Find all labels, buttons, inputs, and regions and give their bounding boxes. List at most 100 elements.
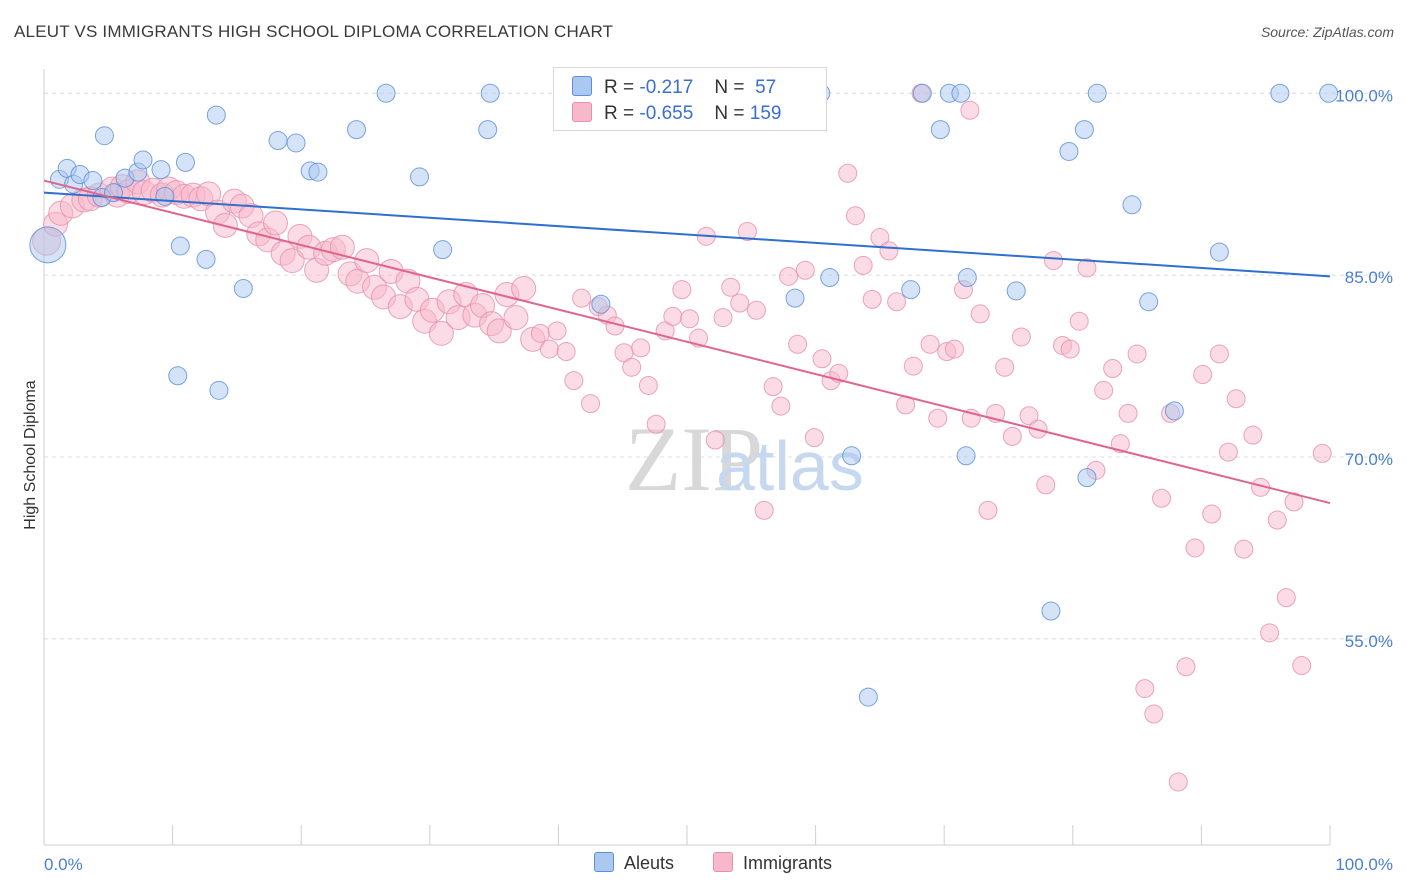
aleuts-point [209,380,229,400]
immigrants-point [754,500,774,520]
immigrants-point [771,396,791,416]
trend-lines [43,179,1331,505]
y-tick-label: 85.0% [1345,268,1393,287]
legend-row-immigrants: R = -0.655 N = 159 [572,102,781,126]
immigrants-point [779,266,799,286]
immigrants-swatch [713,852,733,872]
aleuts-point [196,249,216,269]
immigrants-point [564,371,584,391]
correlation-legend: R = -0.217 N = 57 R = -0.655 N = 159 [553,67,827,131]
immigrants-point [638,375,658,395]
immigrants-point [262,210,288,236]
aleuts-point [206,105,226,125]
aleuts-point [286,133,306,153]
immigrants-point [713,308,733,328]
immigrants-point [672,280,692,300]
immigrants-point [1152,488,1172,508]
immigrants-point [1144,704,1164,724]
immigrants-point [486,318,512,344]
y-tick-label: 100.0% [1335,86,1393,105]
immigrants-point [1202,504,1222,524]
legend-n-label: N = [714,103,745,124]
x-tick-label: 100.0% [1335,855,1393,874]
immigrants-point [746,300,766,320]
watermark-atlas: atlas [716,427,864,505]
immigrants-point [503,305,529,331]
tick-labels: 100.0% 85.0% 70.0% 55.0% 0.0% 100.0% [44,86,1393,874]
aleuts-point [1077,468,1097,488]
immigrants-point [970,304,990,324]
aleuts-point [957,268,977,288]
y-tick-label: 70.0% [1345,450,1393,469]
bottom-legend-immigrants-label: Immigrants [743,853,833,873]
immigrants-r-value: -0.655 [639,103,694,124]
immigrants-point [581,394,601,414]
aleuts-point [433,240,453,260]
immigrants-point [663,306,683,326]
immigrants-point [1002,426,1022,446]
immigrants-swatch [572,102,592,122]
immigrants-point [737,221,757,241]
aleuts-point [1059,141,1079,161]
immigrants-point [788,334,808,354]
immigrants-point [530,323,550,343]
aleuts-point [170,236,190,256]
aleuts-point [1006,281,1026,301]
immigrants-point [978,500,998,520]
immigrants-point [1036,475,1056,495]
immigrants-point [845,206,865,226]
immigrants-point [1077,258,1097,278]
aleuts-point [1041,601,1061,621]
immigrants-point [1019,406,1039,426]
legend-r-label: R = [604,103,635,124]
aleuts-point [1164,401,1184,421]
aleuts-point [151,160,171,180]
aleuts-points [29,83,1339,707]
aleuts-point [1122,195,1142,215]
immigrants-point [812,349,832,369]
immigrants-point [1110,434,1130,454]
aleuts-point [901,280,921,300]
immigrants-point [1176,657,1196,677]
immigrants-trend-line [43,179,1331,505]
aleuts-point [785,288,805,308]
bottom-legend-immigrants[interactable]: Immigrants [713,852,832,874]
x-tick-label: 0.0% [44,855,83,874]
aleuts-point [478,120,498,140]
immigrants-point [622,357,642,377]
aleuts-point [930,120,950,140]
grid-lines [44,92,1392,640]
aleuts-point [951,83,971,103]
aleuts-point [268,131,288,151]
immigrants-point [1011,327,1031,347]
immigrants-point [887,292,907,312]
immigrants-point [1260,623,1280,643]
immigrants-point [1193,365,1213,385]
immigrants-point [1218,442,1238,462]
immigrants-point [995,357,1015,377]
aleuts-point [29,226,67,264]
immigrants-point [1234,539,1254,559]
immigrants-point [428,320,454,346]
bottom-legend-aleuts-label: Aleuts [624,853,675,873]
aleuts-point [1087,83,1107,103]
aleuts-n-value: 57 [755,77,777,98]
bottom-legend-aleuts[interactable]: Aleuts [594,852,674,874]
aleuts-point [410,167,430,187]
immigrants-point [920,334,940,354]
immigrants-point [838,163,858,183]
aleuts-point [233,278,253,298]
aleuts-point [1074,120,1094,140]
immigrants-point [879,241,899,261]
immigrants-point [1284,492,1304,512]
immigrants-point [572,288,592,308]
aleuts-point [1139,292,1159,312]
chart-title: ALEUT VS IMMIGRANTS HIGH SCHOOL DIPLOMA … [14,22,614,41]
immigrants-point [795,260,815,280]
immigrants-point [862,289,882,309]
aleuts-point [1319,83,1339,103]
immigrants-point [730,293,750,313]
aleuts-swatch [572,76,592,96]
immigrants-point [763,377,783,397]
immigrants-point [804,428,824,448]
